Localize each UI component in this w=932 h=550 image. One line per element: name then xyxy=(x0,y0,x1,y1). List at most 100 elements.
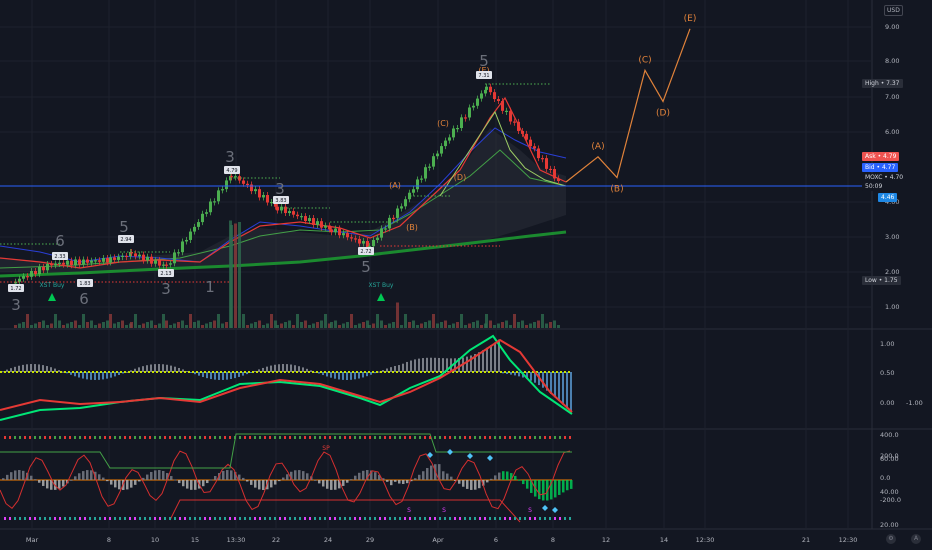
osc1-histogram-bar xyxy=(546,372,548,391)
volume-bar xyxy=(117,322,120,328)
osc2-counter-tick xyxy=(329,517,331,520)
candle-body xyxy=(181,241,184,253)
osc2-counter-tick xyxy=(434,436,436,439)
osc2-histogram-bar xyxy=(286,474,289,480)
volume-bar xyxy=(205,323,208,328)
osc2-counter-tick xyxy=(74,517,76,520)
osc1-histogram-bar xyxy=(154,364,156,372)
osc2-counter-tick xyxy=(504,517,506,520)
volume-bar xyxy=(400,325,403,328)
candle-body xyxy=(412,189,415,193)
time-axis-label: 8 xyxy=(551,536,555,544)
osc2-counter-tick xyxy=(139,517,141,520)
osc2-histogram-bar xyxy=(326,480,329,489)
osc1-histogram-bar xyxy=(126,371,128,373)
volume-bar xyxy=(98,323,101,328)
candle-body xyxy=(58,262,61,265)
osc1-axis-label: 1.00 xyxy=(880,340,894,348)
osc2-histogram-bar xyxy=(178,480,181,484)
osc2-marker: S xyxy=(442,507,446,514)
candle-body xyxy=(284,206,287,214)
candle-body xyxy=(468,107,471,118)
osc1-histogram-bar xyxy=(78,372,80,378)
osc2-histogram-bar xyxy=(398,480,401,484)
settings-icon[interactable]: ⚙ xyxy=(886,534,896,544)
osc2-counter-tick xyxy=(54,436,56,439)
osc2-counter-tick xyxy=(104,436,106,439)
volume-bar xyxy=(50,323,53,328)
osc2-histogram-bar xyxy=(290,471,293,480)
osc1-histogram-bar xyxy=(6,369,8,372)
volume-bar xyxy=(308,325,311,328)
osc2-histogram-bar xyxy=(454,480,457,481)
candle-body xyxy=(94,260,97,262)
volume-bar xyxy=(22,322,25,328)
osc1-histogram-bar xyxy=(238,372,240,377)
candle-body xyxy=(480,93,483,99)
osc2-counter-tick xyxy=(39,517,41,520)
osc1-histogram-bar xyxy=(570,372,572,413)
osc1-histogram-bar xyxy=(90,372,92,380)
currency-tag[interactable]: USD xyxy=(884,5,903,16)
osc2-histogram-bar xyxy=(30,475,33,480)
time-axis-label: Mar xyxy=(26,536,39,544)
candle-body xyxy=(18,278,21,282)
candle-body xyxy=(142,254,145,261)
auto-scale-icon[interactable]: A xyxy=(911,534,921,544)
osc2-histogram-bar xyxy=(462,480,465,487)
osc2-counter-tick xyxy=(134,436,136,439)
osc2-counter-tick xyxy=(154,517,156,520)
osc2-counter-tick xyxy=(204,436,206,439)
volume-bar xyxy=(230,225,233,328)
osc1-axis-label: -1.00 xyxy=(906,399,923,407)
candle-value-box xyxy=(273,196,289,204)
candle-body xyxy=(30,270,33,277)
osc2-counter-tick xyxy=(249,517,251,520)
candle-body xyxy=(396,208,399,218)
osc2-counter-tick xyxy=(289,517,291,520)
osc2-histogram-bar xyxy=(14,470,17,480)
osc2-histogram-bar xyxy=(234,471,237,480)
osc2-histogram-bar xyxy=(130,480,133,488)
volume-bar xyxy=(90,320,93,328)
osc2-histogram-bar xyxy=(558,480,561,495)
countdown-tag: 50:09 xyxy=(862,182,886,191)
osc2-histogram-bar xyxy=(146,474,149,480)
candle-body xyxy=(497,99,500,102)
candle-body xyxy=(230,176,233,178)
time-axis-label: 12:30 xyxy=(839,536,858,544)
osc2-histogram-bar xyxy=(142,477,145,480)
volume-bar xyxy=(242,314,245,328)
candle-body xyxy=(366,241,369,248)
osc2-counter-tick xyxy=(444,436,446,439)
osc2-diamond xyxy=(467,453,473,459)
osc2-marker: SP xyxy=(322,445,330,452)
volume-bar xyxy=(142,323,145,328)
osc1-histogram-bar xyxy=(566,372,568,409)
osc2-counter-tick xyxy=(489,517,491,520)
osc1-histogram-bar xyxy=(314,371,316,373)
time-axis-label: 29 xyxy=(366,536,374,544)
osc2-counter-tick xyxy=(464,436,466,439)
time-axis-label: 22 xyxy=(272,536,280,544)
candle-value-label: 4.79 xyxy=(226,168,237,174)
volume-bar xyxy=(181,320,184,328)
osc2-axis-label: 0.0 xyxy=(880,474,890,482)
volume-bar xyxy=(158,323,161,328)
volume-bar xyxy=(428,320,431,328)
osc1-histogram-bar xyxy=(526,372,528,379)
price-axis-label: 9.00 xyxy=(885,23,899,31)
osc2-counter-tick xyxy=(254,517,256,520)
osc1-histogram-bar xyxy=(426,357,428,372)
volume-bar xyxy=(521,320,524,328)
candle-body xyxy=(250,184,253,192)
volume-bar xyxy=(464,325,467,328)
osc2-histogram-bar xyxy=(138,480,141,482)
osc2-counter-tick xyxy=(139,436,141,439)
osc2-counter-tick xyxy=(264,517,266,520)
candle-value-label: 7.31 xyxy=(478,73,489,79)
osc1-histogram-bar xyxy=(498,339,500,372)
volume-bar xyxy=(320,320,323,328)
